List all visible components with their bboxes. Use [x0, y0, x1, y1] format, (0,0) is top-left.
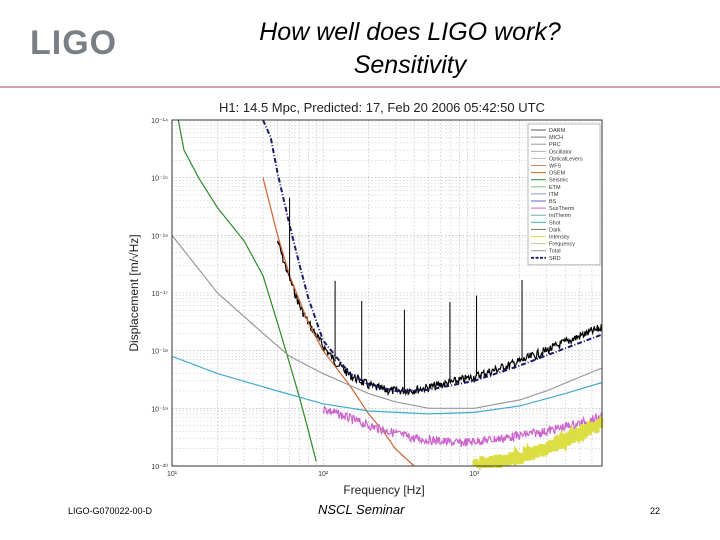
y-tick-label: 10⁻¹⁹ [151, 406, 168, 413]
legend-label: Total [549, 249, 561, 255]
legend-label: OSEM [549, 171, 566, 177]
y-tick-label: 10⁻¹⁷ [152, 291, 169, 298]
legend-label: Intensity [549, 235, 570, 241]
x-tick-label: 10³ [469, 471, 480, 478]
legend-label: Oscillator [549, 149, 572, 155]
title-divider [0, 86, 720, 88]
document-id: LIGO-G070022-00-D [68, 506, 153, 516]
chart-series [171, 119, 604, 471]
y-tick-label: 10⁻¹⁸ [151, 349, 168, 356]
series-line [322, 404, 603, 447]
legend-label: OpticalLevers [549, 156, 583, 162]
legend-label: PRC [549, 142, 561, 148]
x-tick-label: 10² [318, 471, 329, 478]
y-tick-label: 10⁻¹⁶ [151, 233, 168, 240]
y-tick-label: 10⁻²⁰ [151, 463, 168, 471]
y-tick-label: 10⁻¹⁴ [151, 118, 168, 125]
series-line [171, 234, 603, 409]
legend-label: WFS [549, 164, 562, 170]
legend-box [527, 123, 601, 266]
series-line [472, 415, 604, 471]
title-line-2: Sensitivity [353, 51, 467, 79]
x-axis-label: Frequency [Hz] [343, 483, 424, 497]
legend-label: BS [549, 199, 557, 205]
series-line [177, 119, 317, 462]
legend-label: DARM [549, 128, 566, 134]
ligo-logo: LIGO [30, 24, 118, 62]
legend-label: ITM [549, 192, 559, 198]
chart-ticks: 10¹ 10² 10³ 10⁻¹⁴ 10⁻¹⁵ 10⁻¹⁶ 10⁻¹⁷ 10⁻¹⁸ 10⁻¹⁹ 1… [151, 118, 480, 478]
chart-title: H1: 14.5 Mpc, Predicted: 17, Feb 20 2006… [219, 100, 545, 115]
series-line [262, 119, 603, 393]
footer-title: NSCL Seminar [318, 502, 405, 517]
slide-title: How well does LIGO work? Sensitivity [200, 16, 620, 82]
series-line [171, 355, 603, 415]
title-line-1: How well does LIGO work? [259, 18, 561, 46]
series-line [277, 240, 603, 397]
legend-label: MICH [549, 135, 563, 141]
legend-label: SRD [549, 256, 561, 262]
legend-label: Shot [549, 220, 561, 226]
legend-label: ETM [549, 185, 561, 191]
legend-label: Dark [549, 227, 561, 233]
x-tick-label: 10¹ [167, 471, 178, 478]
legend-label: SusTherm [549, 206, 575, 212]
y-axis-label: Displacement [m/√Hz] [127, 234, 141, 351]
plot-frame [171, 119, 603, 467]
series-line [262, 177, 415, 467]
page-number: 22 [650, 506, 661, 516]
legend-label: IntTherm [549, 213, 571, 219]
legend-label: Seismic [549, 178, 569, 184]
sensitivity-chart: H1: 14.5 Mpc, Predicted: 17, Feb 20 2006… [120, 92, 610, 502]
legend-label: Frequency [549, 242, 575, 248]
y-tick-label: 10⁻¹⁵ [151, 176, 168, 183]
